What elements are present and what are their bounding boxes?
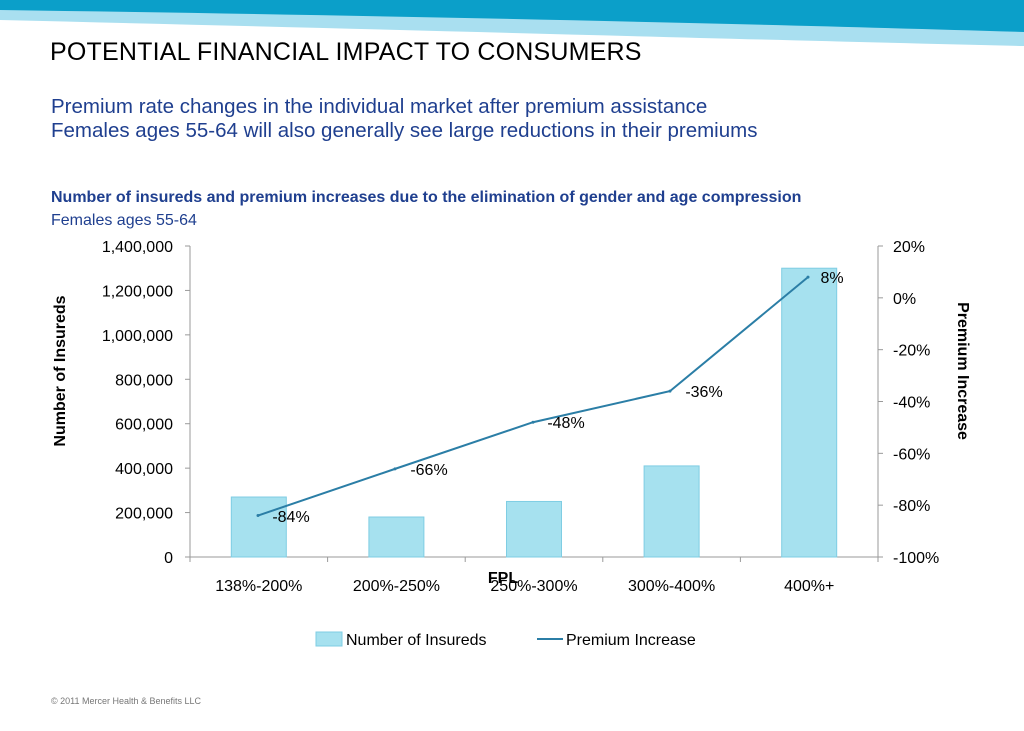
subtitle-line-2: Females ages 55-64 will also generally s… xyxy=(51,119,758,142)
y2-tick-label: -40% xyxy=(893,395,930,412)
y-tick-label: 0 xyxy=(164,550,173,567)
line-data-label: -48% xyxy=(547,415,584,432)
y-tick-label: 200,000 xyxy=(115,506,173,523)
y2-axis-title: Premium Increase xyxy=(954,302,971,440)
line-data-label: 8% xyxy=(820,270,843,287)
header-band-dark xyxy=(0,0,1024,32)
x-tick-label: 300%-400% xyxy=(628,578,715,595)
legend-swatch-bars xyxy=(315,631,343,647)
y-tick-label: 1,200,000 xyxy=(102,283,173,300)
x-axis-title: FPL xyxy=(488,570,518,587)
copyright-footer: © 2011 Mercer Health & Benefits LLC xyxy=(51,696,202,706)
x-tick-label: 200%-250% xyxy=(353,578,440,595)
legend-label-bars: Number of Insureds xyxy=(346,632,487,649)
y2-tick-label: 20% xyxy=(893,239,925,256)
y2-tick-label: -20% xyxy=(893,343,930,360)
legend-label-line: Premium Increase xyxy=(566,632,696,649)
y2-tick-label: 0% xyxy=(893,291,916,308)
line-point-1 xyxy=(256,514,260,518)
slide-title: POTENTIAL FINANCIAL IMPACT TO CONSUMERS xyxy=(50,38,642,66)
x-tick-label: 250%-300% xyxy=(490,578,577,595)
y-tick-label: 600,000 xyxy=(115,417,173,434)
slide-subtitle: Premium rate changes in the individual m… xyxy=(51,95,757,143)
line-data-label: -66% xyxy=(410,462,447,479)
x-tick-label: 400%+ xyxy=(784,578,834,595)
y-tick-label: 1,400,000 xyxy=(102,239,173,256)
subtitle-line-1: Premium rate changes in the individual m… xyxy=(51,95,708,118)
bar-2 xyxy=(368,516,425,558)
y-tick-label: 1,000,000 xyxy=(102,328,173,345)
x-tick-label: 138%-200% xyxy=(215,578,302,595)
line-point-4 xyxy=(668,389,672,393)
y2-tick-label: -100% xyxy=(893,550,939,567)
y2-tick-label: -60% xyxy=(893,446,930,463)
bar-1 xyxy=(230,496,287,558)
y-tick-label: 400,000 xyxy=(115,461,173,478)
bar-5 xyxy=(781,267,838,558)
y2-tick-label: -80% xyxy=(893,498,930,515)
line-point-3 xyxy=(531,420,535,424)
chart-title: Number of insureds and premium increases… xyxy=(51,189,802,206)
y-tick-label: 800,000 xyxy=(115,372,173,389)
line-point-5 xyxy=(806,275,810,279)
line-data-label: -84% xyxy=(272,509,309,526)
bar-3 xyxy=(506,500,562,558)
line-data-label: -36% xyxy=(685,384,722,401)
chart-subtitle: Females ages 55-64 xyxy=(51,212,197,229)
bar-4 xyxy=(643,465,700,558)
header-band xyxy=(0,0,1024,46)
y-axis-title: Number of Insureds xyxy=(52,295,69,446)
line-point-2 xyxy=(393,467,397,471)
premium-increase-line xyxy=(257,276,809,517)
